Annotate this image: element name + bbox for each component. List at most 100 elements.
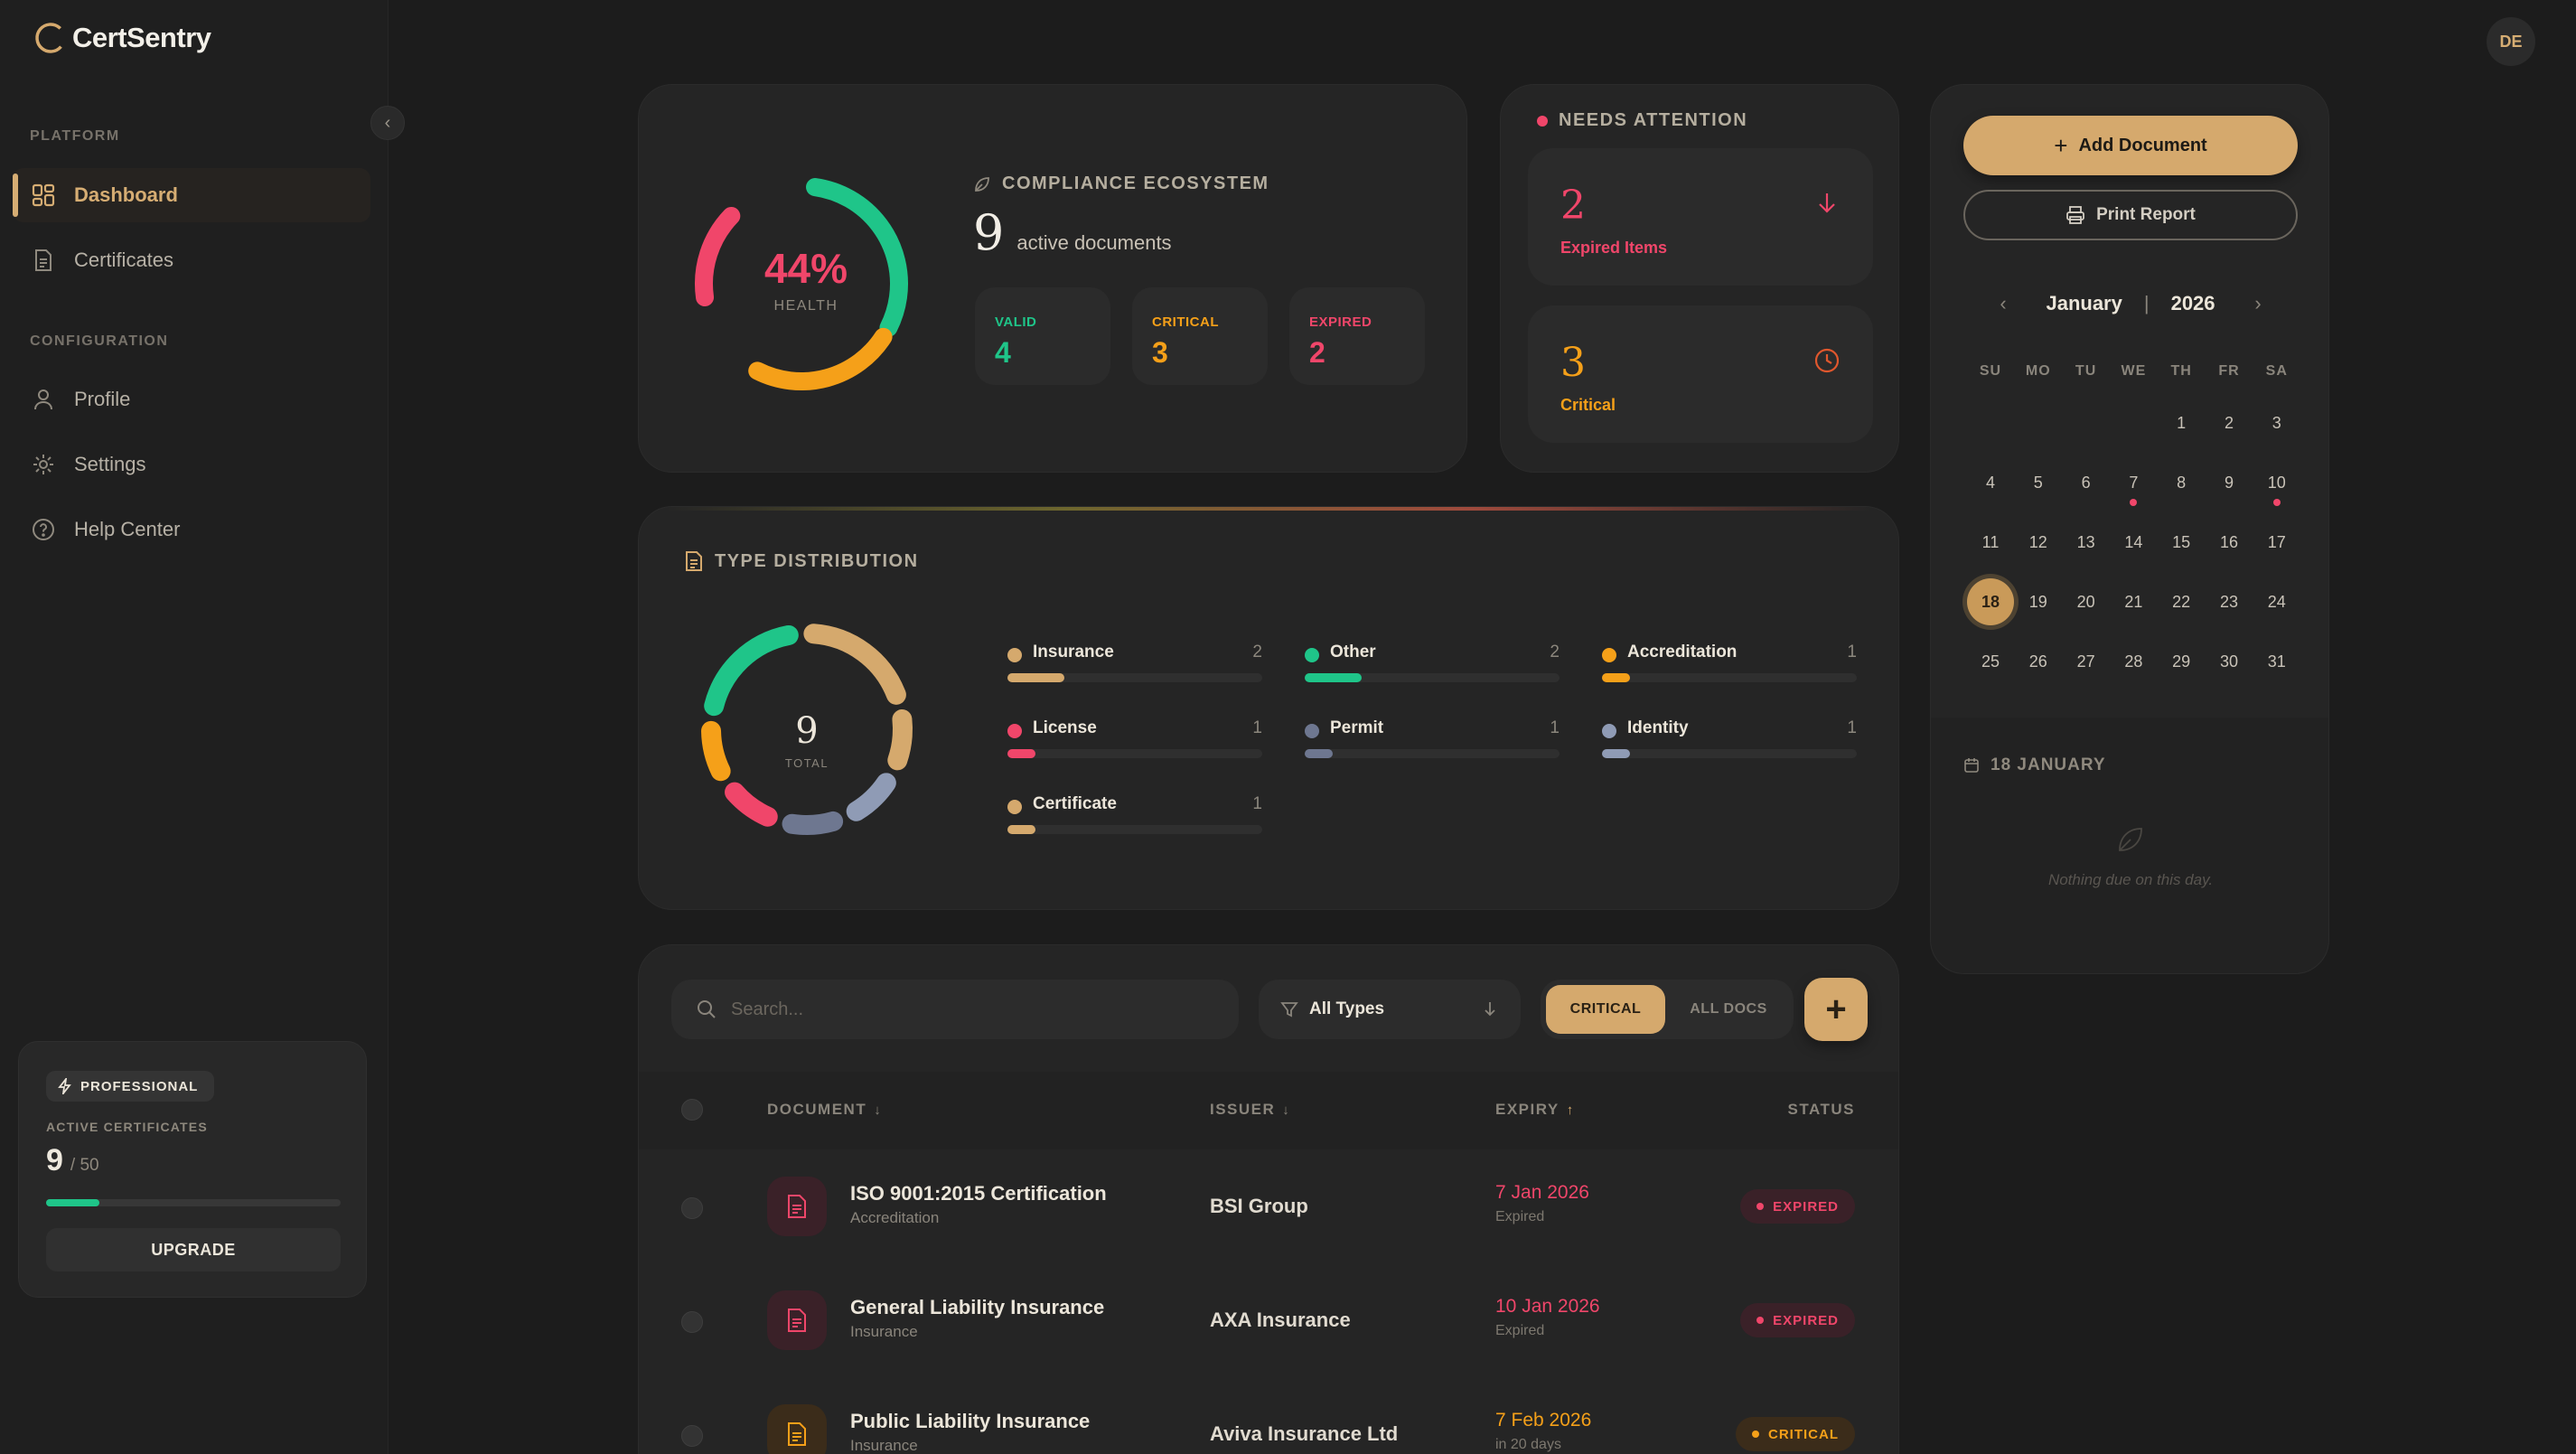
next-month-button[interactable]: ›: [2240, 286, 2276, 322]
calendar-day[interactable]: 15: [2172, 532, 2191, 551]
status-dot: [1752, 1431, 1759, 1438]
type-donut-segment-accreditation[interactable]: [701, 624, 913, 835]
avatar[interactable]: DE: [2487, 17, 2535, 66]
legend-dot: [1305, 724, 1319, 738]
calendar-day[interactable]: 14: [2124, 532, 2143, 551]
active-documents: 9 active documents: [973, 204, 1172, 261]
table-header: DOCUMENT ↓ ISSUER ↓ EXPIRY ↑ STATUS: [639, 1072, 1898, 1149]
row-checkbox[interactable]: [681, 1425, 703, 1447]
column-status[interactable]: STATUS: [1788, 1101, 1855, 1119]
calendar-day[interactable]: 27: [2076, 652, 2095, 671]
stat-critical[interactable]: CRITICAL 3: [1132, 287, 1268, 385]
upgrade-button[interactable]: UPGRADE: [46, 1228, 341, 1271]
document-name[interactable]: General Liability Insurance: [850, 1296, 1105, 1318]
legend-bar-track: [1305, 673, 1560, 682]
segment-all-docs[interactable]: ALL DOCS: [1690, 1001, 1767, 1017]
type-donut-segment-insurance[interactable]: [701, 624, 913, 835]
calendar-day[interactable]: 29: [2172, 652, 2191, 671]
select-all-checkbox[interactable]: [681, 1099, 703, 1121]
calendar-day[interactable]: 26: [2028, 652, 2047, 671]
table-row[interactable]: ISO 9001:2015 Certification Accreditation…: [639, 1149, 1898, 1263]
sidebar-item-certificates[interactable]: Certificates: [13, 233, 370, 287]
plan-badge: PROFESSIONAL: [46, 1071, 215, 1102]
calendar-day[interactable]: 25: [1981, 652, 2000, 671]
issuer: Aviva Insurance Ltd: [1210, 1422, 1399, 1445]
calendar-day[interactable]: 10: [2267, 473, 2286, 492]
attention-expired[interactable]: 2 Expired Items: [1528, 148, 1873, 286]
type-donut-segment-certificate[interactable]: [701, 624, 913, 835]
add-document-button[interactable]: +: [1804, 978, 1868, 1041]
weekday-label: MO: [2025, 363, 2051, 379]
stat-valid[interactable]: VALID 4: [975, 287, 1110, 385]
calendar-day[interactable]: 9: [2224, 473, 2234, 492]
calendar-separator: |: [2143, 292, 2150, 314]
sidebar-item-help-center[interactable]: Help Center: [13, 502, 370, 557]
column-expiry[interactable]: EXPIRY ↑: [1495, 1101, 1575, 1119]
weekday-label: FR: [2218, 363, 2240, 379]
calendar-day[interactable]: 24: [2267, 592, 2286, 611]
legend-name: Insurance: [1033, 643, 1114, 661]
calendar-day[interactable]: 21: [2124, 592, 2143, 611]
add-document-primary-button[interactable]: + Add Document: [1963, 116, 2298, 175]
calendar-day[interactable]: 20: [2076, 592, 2095, 611]
document-type-icon: [767, 1290, 827, 1350]
calendar-day[interactable]: 6: [2081, 473, 2091, 492]
calendar-year[interactable]: 2026: [2170, 292, 2215, 314]
print-report-button[interactable]: Print Report: [1963, 190, 2298, 240]
attention-critical[interactable]: 3 Critical: [1528, 305, 1873, 443]
calendar-day[interactable]: 30: [2219, 652, 2239, 671]
status-badge: EXPIRED: [1740, 1189, 1855, 1224]
sort-up-icon: ↑: [1566, 1102, 1575, 1118]
sidebar-item-settings[interactable]: Settings: [13, 437, 370, 492]
calendar-day[interactable]: 31: [2267, 652, 2286, 671]
calendar-month[interactable]: January: [2046, 292, 2122, 314]
sidebar-item-profile[interactable]: Profile: [13, 372, 370, 427]
user-icon: [31, 387, 56, 412]
sidebar-item-dashboard[interactable]: Dashboard: [13, 168, 370, 222]
collapse-sidebar-button[interactable]: ‹: [370, 106, 405, 140]
calendar-day[interactable]: 12: [2028, 532, 2047, 551]
table-row[interactable]: General Liability Insurance Insurance AXA …: [639, 1263, 1898, 1377]
calendar-day[interactable]: 28: [2124, 652, 2143, 671]
legend-count: 1: [1847, 718, 1857, 737]
type-donut-segment-permit[interactable]: [701, 624, 913, 835]
calendar-day[interactable]: 8: [2177, 473, 2187, 492]
calendar-day[interactable]: 4: [1985, 473, 1995, 492]
type-filter-select[interactable]: All Types: [1259, 980, 1521, 1039]
row-checkbox[interactable]: [681, 1197, 703, 1219]
column-issuer[interactable]: ISSUER ↓: [1210, 1101, 1290, 1119]
brand[interactable]: CertSentry: [33, 20, 211, 56]
due-marker-dot: [2130, 499, 2138, 506]
legend-bar-fill: [1007, 749, 1036, 758]
document-type: Insurance: [850, 1437, 918, 1454]
prev-month-button[interactable]: ‹: [1985, 286, 2021, 322]
calendar-day-today[interactable]: 18: [1967, 578, 2014, 625]
document-name[interactable]: ISO 9001:2015 Certification: [850, 1182, 1107, 1205]
calendar-day[interactable]: 2: [2224, 413, 2234, 432]
expiry-relative: in 20 days: [1495, 1437, 1561, 1452]
legend-bar-track: [1305, 749, 1560, 758]
calendar-day[interactable]: 7: [2129, 473, 2139, 492]
calendar-day[interactable]: 1: [2177, 413, 2187, 432]
stat-expired[interactable]: EXPIRED 2: [1289, 287, 1425, 385]
table-row[interactable]: Public Liability Insurance Insurance Aviva…: [639, 1377, 1898, 1454]
calendar-day[interactable]: 22: [2172, 592, 2191, 611]
sidebar-item-label: Profile: [74, 388, 131, 410]
plan-card: PROFESSIONAL ACTIVE CERTIFICATES 9 / 50 U…: [18, 1041, 367, 1298]
search-field[interactable]: [671, 980, 1239, 1039]
row-checkbox[interactable]: [681, 1311, 703, 1333]
calendar-day[interactable]: 3: [2272, 413, 2281, 432]
segment-critical[interactable]: CRITICAL: [1546, 985, 1665, 1034]
calendar-day[interactable]: 5: [2033, 473, 2043, 492]
calendar-day[interactable]: 17: [2267, 532, 2286, 551]
calendar-day[interactable]: 23: [2219, 592, 2239, 611]
calendar-day[interactable]: 11: [1981, 532, 2000, 551]
search-input[interactable]: [731, 999, 1201, 1020]
document-name[interactable]: Public Liability Insurance: [850, 1410, 1091, 1432]
calendar-day[interactable]: 19: [2028, 592, 2047, 611]
calendar-day[interactable]: 13: [2076, 532, 2095, 551]
legend-bar-fill: [1007, 673, 1064, 682]
calendar-day[interactable]: 16: [2219, 532, 2239, 551]
column-document[interactable]: DOCUMENT ↓: [767, 1101, 882, 1119]
legend-bar-fill: [1602, 749, 1631, 758]
